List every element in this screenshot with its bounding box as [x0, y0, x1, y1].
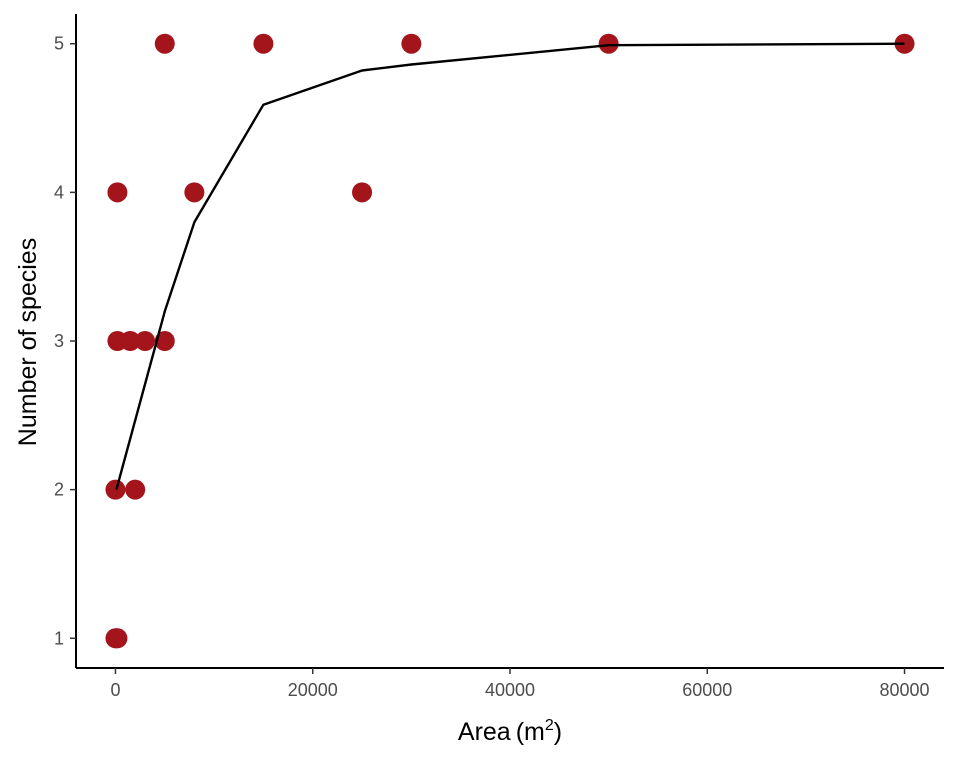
data-point	[107, 628, 128, 649]
x-axis-ticks: 0 20000 40000 60000 80000	[110, 668, 930, 700]
data-point	[154, 331, 175, 351]
y-tick-label: 5	[54, 34, 64, 54]
data-point	[401, 33, 422, 54]
y-axis-title: Number of species	[14, 238, 42, 446]
y-tick-label: 2	[54, 480, 64, 500]
y-tick-label: 4	[54, 182, 64, 202]
data-point	[352, 182, 373, 203]
data-point	[253, 33, 274, 54]
x-tick-label: 80000	[880, 680, 930, 700]
y-tick-label: 1	[54, 628, 64, 648]
data-point	[105, 479, 126, 500]
y-tick-label: 3	[54, 331, 64, 351]
plot-area	[105, 33, 915, 649]
data-point	[125, 479, 146, 500]
x-tick-label: 60000	[682, 680, 732, 700]
x-axis-unit-base: m	[524, 718, 545, 746]
data-point	[120, 331, 141, 351]
x-axis-unit-exp: 2	[545, 717, 554, 734]
data-point	[894, 33, 915, 54]
x-axis-title: Area (m2)	[458, 717, 562, 746]
data-point	[184, 182, 205, 203]
x-tick-label: 40000	[485, 680, 535, 700]
x-tick-label: 20000	[288, 680, 338, 700]
x-tick-label: 0	[110, 680, 120, 700]
x-axis-title-text: Area	[458, 718, 511, 746]
data-point	[107, 182, 128, 203]
data-point	[598, 33, 619, 54]
y-axis-ticks: 1 2 3 4 5	[54, 34, 76, 648]
fitted-curve-line	[115, 42, 905, 490]
data-point	[135, 331, 156, 351]
axes	[75, 14, 944, 669]
data-point	[154, 33, 175, 54]
